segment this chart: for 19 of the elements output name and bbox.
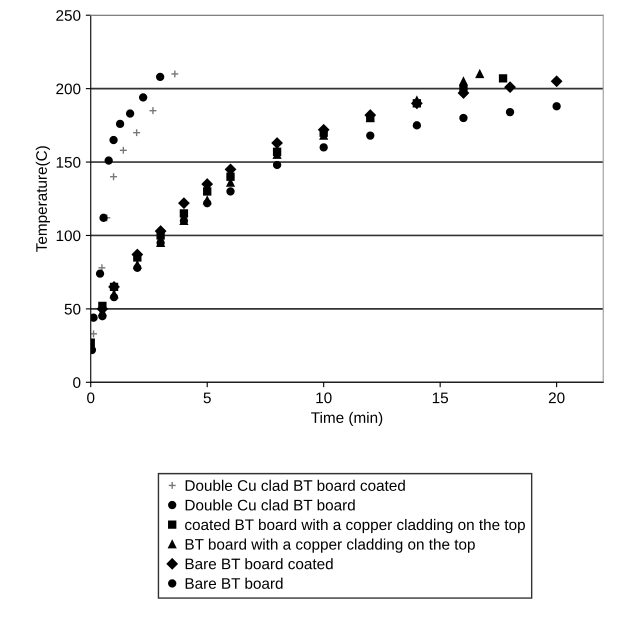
y-tick-label: 250 bbox=[56, 10, 80, 21]
x-tick-label: 15 bbox=[432, 392, 448, 404]
x-tick-label: 20 bbox=[548, 392, 565, 404]
legend-label: Bare BT board bbox=[186, 578, 283, 589]
x-tick-label: 0 bbox=[87, 392, 94, 404]
y-tick-label: 200 bbox=[56, 84, 80, 94]
x-tick-label: 10 bbox=[316, 392, 332, 404]
y-tick-label: 150 bbox=[56, 156, 80, 168]
legend-label: coated BT board with a copper cladding on the top bbox=[185, 518, 525, 534]
x-axis-title: Time (min) bbox=[311, 412, 382, 426]
legend-label: Bare BT board coated bbox=[186, 558, 333, 570]
legend-label: Double Cu clad BT board coated bbox=[186, 480, 405, 491]
legend-label: BT board with a copper cladding on the top bbox=[186, 538, 475, 553]
y-tick-label: 0 bbox=[73, 377, 80, 388]
legend-label: Double Cu clad BT board bbox=[186, 499, 355, 511]
x-tick-label: 5 bbox=[204, 392, 211, 404]
y-tick-label: 50 bbox=[64, 304, 80, 315]
y-axis-title: Temperature(C) bbox=[36, 146, 50, 252]
y-tick-label: 100 bbox=[56, 230, 80, 242]
